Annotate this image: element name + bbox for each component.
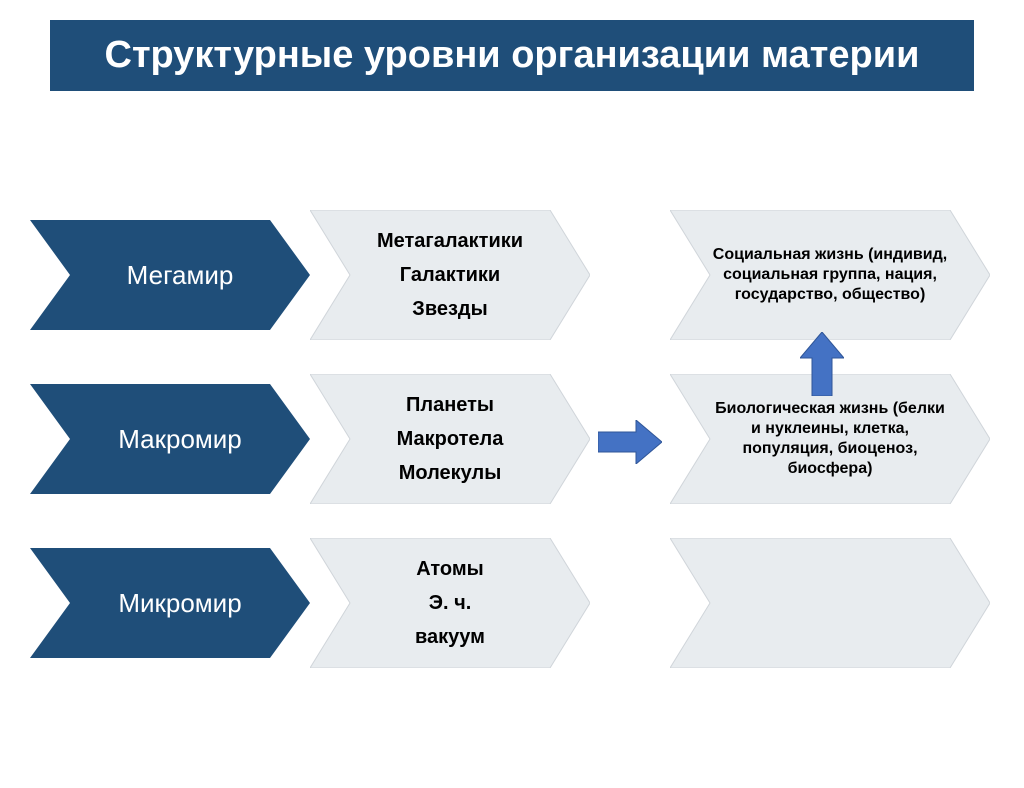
col2-chevron-megamir: Метагалактики Галактики Звезды bbox=[310, 210, 590, 340]
level-label: Макромир bbox=[80, 384, 280, 494]
arrow-up-icon bbox=[800, 332, 844, 396]
level-chevron-makromir: Макромир bbox=[30, 384, 310, 494]
level-chevron-mikromir: Микромир bbox=[30, 548, 310, 658]
col2-chevron-makromir: Планеты Макротела Молекулы bbox=[310, 374, 590, 504]
arrow-right-icon bbox=[598, 420, 662, 464]
slide-title-text: Структурные уровни организации материи bbox=[105, 34, 920, 76]
col2-text: Метагалактики Галактики Звезды bbox=[350, 218, 550, 332]
col2-text: Планеты Макротела Молекулы bbox=[350, 382, 550, 496]
col3-chevron-mikromir bbox=[670, 538, 990, 668]
level-label: Мегамир bbox=[80, 220, 280, 330]
slide-title: Структурные уровни организации материи bbox=[50, 20, 974, 91]
level-label: Микромир bbox=[80, 548, 280, 658]
col3-text: Биологическая жизнь (белки и нуклеины, к… bbox=[710, 382, 950, 496]
col3-chevron-megamir: Социальная жизнь (индивид, социальная гр… bbox=[670, 210, 990, 340]
col3-text: Социальная жизнь (индивид, социальная гр… bbox=[710, 218, 950, 332]
col3-text bbox=[710, 546, 950, 660]
col2-text: Атомы Э. ч. вакуум bbox=[350, 546, 550, 660]
level-chevron-megamir: Мегамир bbox=[30, 220, 310, 330]
col2-chevron-mikromir: Атомы Э. ч. вакуум bbox=[310, 538, 590, 668]
